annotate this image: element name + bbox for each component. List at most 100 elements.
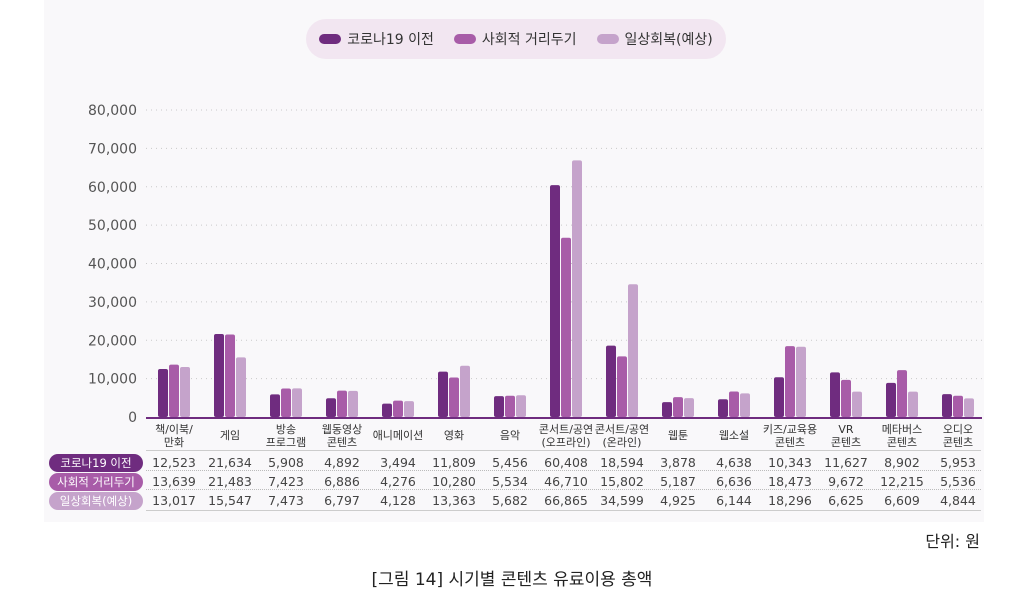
bar bbox=[942, 394, 952, 417]
table-cell: 12,215 bbox=[880, 474, 924, 489]
x-tick-label: 웹툰 bbox=[667, 429, 689, 442]
bar bbox=[169, 364, 179, 417]
bar bbox=[180, 367, 190, 417]
x-tick-label: 오디오 콘텐츠 bbox=[942, 423, 974, 449]
table-cell: 3,878 bbox=[660, 455, 696, 470]
table-cell: 5,456 bbox=[492, 455, 528, 470]
bar bbox=[404, 401, 414, 417]
bar bbox=[460, 365, 470, 417]
x-tick-label: 키즈/교육용 콘텐츠 bbox=[762, 423, 818, 449]
table-cell: 46,710 bbox=[544, 474, 588, 489]
bar bbox=[449, 377, 459, 417]
x-tick-label: 콘서트/공연 (오프라인) bbox=[538, 423, 594, 449]
bar bbox=[606, 345, 616, 417]
table-cell: 6,625 bbox=[828, 493, 864, 508]
bar bbox=[684, 398, 694, 417]
bar bbox=[348, 390, 358, 417]
table-cell: 11,809 bbox=[432, 455, 476, 470]
table-cell: 6,609 bbox=[884, 493, 920, 508]
x-tick-label: 애니메이션 bbox=[372, 429, 424, 442]
y-tick-label: 30,000 bbox=[88, 295, 137, 311]
bar bbox=[774, 377, 784, 417]
table-cell: 13,363 bbox=[432, 493, 476, 508]
bar bbox=[953, 395, 963, 417]
table-cell: 4,844 bbox=[940, 493, 976, 508]
y-tick-label: 0 bbox=[128, 410, 137, 426]
legend: 코로나19 이전 사회적 거리두기 일상회복(예상) bbox=[306, 19, 726, 59]
table-cell: 6,636 bbox=[716, 474, 752, 489]
bar bbox=[337, 390, 347, 417]
bar bbox=[785, 346, 795, 417]
bar bbox=[572, 160, 582, 417]
bar bbox=[964, 398, 974, 417]
bar bbox=[236, 357, 246, 417]
x-tick-label: 메타버스 콘텐츠 bbox=[881, 423, 923, 449]
table-divider bbox=[146, 470, 981, 471]
table-cell: 21,634 bbox=[208, 455, 252, 470]
x-tick-label: VR 콘텐츠 bbox=[830, 423, 862, 449]
bar bbox=[628, 284, 638, 417]
legend-swatch bbox=[596, 34, 619, 44]
legend-label: 일상회복(예상) bbox=[624, 32, 713, 48]
table-cell: 15,802 bbox=[600, 474, 644, 489]
table-cell: 18,296 bbox=[768, 493, 812, 508]
table-cell: 66,865 bbox=[544, 493, 588, 508]
x-tick-label: 게임 bbox=[219, 429, 241, 442]
table-cell: 10,343 bbox=[768, 455, 812, 470]
y-tick-label: 50,000 bbox=[88, 218, 137, 234]
bar bbox=[292, 388, 302, 417]
bar bbox=[908, 391, 918, 417]
legend-item: 사회적 거리두기 bbox=[453, 29, 577, 49]
table-cell: 6,797 bbox=[324, 493, 360, 508]
x-tick-label: 콘서트/공연 (온라인) bbox=[594, 423, 650, 449]
table-cell: 5,187 bbox=[660, 474, 696, 489]
series-row-label: 사회적 거리두기 bbox=[49, 473, 143, 491]
bar bbox=[382, 403, 392, 417]
table-cell: 10,280 bbox=[432, 474, 476, 489]
legend-swatch bbox=[319, 34, 342, 44]
bar bbox=[796, 346, 806, 417]
bar bbox=[214, 333, 224, 417]
table-cell: 4,892 bbox=[324, 455, 360, 470]
bar bbox=[729, 391, 739, 417]
y-tick-label: 40,000 bbox=[88, 257, 137, 273]
bar bbox=[852, 391, 862, 417]
legend-swatch bbox=[453, 34, 476, 44]
table-cell: 3,494 bbox=[380, 455, 416, 470]
table-cell: 5,908 bbox=[268, 455, 304, 470]
bar bbox=[561, 237, 571, 417]
bar bbox=[270, 394, 280, 417]
series-row-label: 코로나19 이전 bbox=[49, 454, 143, 472]
legend-label: 사회적 거리두기 bbox=[481, 32, 577, 48]
bar bbox=[225, 334, 235, 417]
x-tick-label: 책/이북/만화 bbox=[155, 423, 193, 449]
table-cell: 6,886 bbox=[324, 474, 360, 489]
table-cell: 8,902 bbox=[884, 455, 920, 470]
x-tick-label: 방송 프로그램 bbox=[265, 423, 307, 449]
bar bbox=[830, 372, 840, 417]
bar bbox=[158, 368, 168, 417]
table-cell: 18,473 bbox=[768, 474, 812, 489]
x-tick-label: 웹소설 bbox=[718, 429, 750, 442]
bar bbox=[550, 185, 560, 417]
unit-label: 단위: 원 bbox=[925, 532, 980, 551]
bar bbox=[617, 356, 627, 417]
bar bbox=[886, 382, 896, 417]
table-divider bbox=[146, 510, 981, 511]
y-tick-label: 70,000 bbox=[88, 141, 137, 157]
y-tick-label: 60,000 bbox=[88, 180, 137, 196]
bar bbox=[718, 399, 728, 417]
table-cell: 11,627 bbox=[824, 455, 868, 470]
legend-label: 코로나19 이전 bbox=[347, 32, 434, 48]
table-cell: 4,638 bbox=[716, 455, 752, 470]
table-cell: 5,682 bbox=[492, 493, 528, 508]
figure-caption: [그림 14] 시기별 콘텐츠 유료이용 총액 bbox=[371, 570, 653, 590]
bar bbox=[494, 396, 504, 417]
series-row-label: 일상회복(예상) bbox=[49, 492, 143, 510]
table-divider bbox=[146, 489, 981, 490]
bar bbox=[740, 393, 750, 417]
table-cell: 15,547 bbox=[208, 493, 252, 508]
bar bbox=[516, 395, 526, 417]
